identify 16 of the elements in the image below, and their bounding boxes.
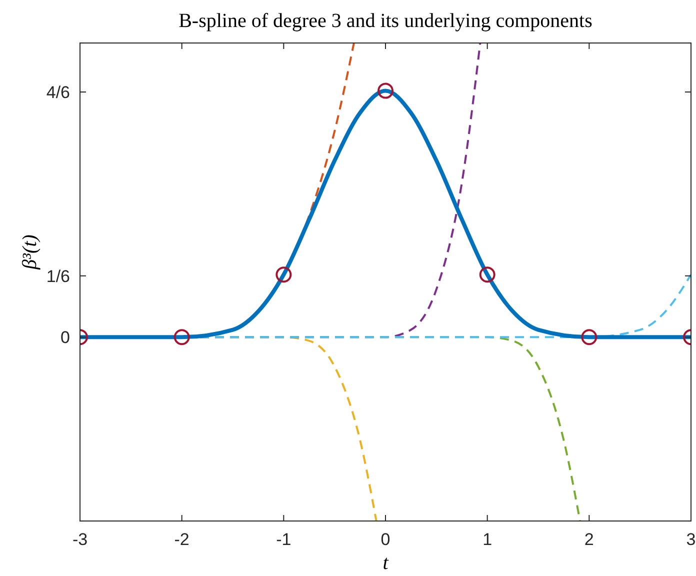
x-tick-label: 2 — [584, 530, 594, 549]
x-axis-title: t — [382, 552, 389, 574]
x-tick-label: 3 — [686, 530, 696, 549]
x-tick-label: 1 — [482, 530, 492, 549]
x-tick-label: 0 — [380, 530, 390, 549]
chart-title: B-spline of degree 3 and its underlying components — [178, 10, 593, 32]
y-tick-label: 1/6 — [46, 266, 70, 286]
point — [276, 266, 292, 283]
x-tick-label: -1 — [276, 530, 292, 549]
point — [479, 266, 496, 283]
y-tick-label: 0 — [60, 328, 70, 348]
y-axis-title: β³(t) — [19, 234, 41, 270]
point — [378, 82, 394, 99]
y-tick-label: 4/6 — [46, 83, 70, 102]
x-tick-label: -3 — [72, 530, 88, 549]
x-tick-label: -2 — [174, 530, 190, 549]
